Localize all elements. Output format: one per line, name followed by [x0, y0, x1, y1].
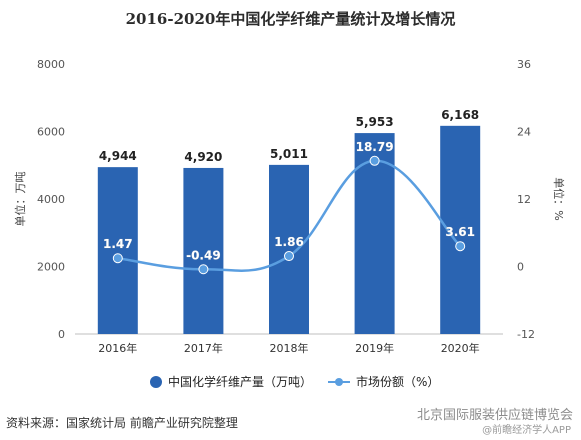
source-note: 资料来源：国家统计局 前瞻产业研究院整理: [6, 416, 238, 430]
x-tick-label: 2018年: [270, 341, 309, 355]
line-value-label: 18.79: [356, 140, 394, 154]
y-left-tick-label: 4000: [37, 193, 65, 206]
x-tick-label: 2017年: [184, 341, 223, 355]
legend: 中国化学纤维产量（万吨） 市场份额（%）: [150, 374, 439, 389]
bar: [269, 164, 309, 334]
legend-line-label: 市场份额（%）: [356, 374, 439, 389]
line-point: [455, 241, 466, 252]
line-point: [198, 264, 209, 275]
chart-title: 2016-2020年中国化学纤维产量统计及增长情况: [125, 10, 456, 28]
bar-value-label: 4,920: [184, 150, 222, 164]
bar: [183, 167, 224, 334]
line-series: [112, 155, 466, 275]
bar-value-label: 5,011: [270, 147, 308, 161]
axes: 0 2000 4000 6000 8000 -12 0 12 24 36 2016年 2017年 201…: [13, 58, 566, 355]
watermark-text: 北京国际服装供应链博览会: [416, 408, 573, 423]
line-point: [284, 251, 294, 262]
watermark-sub-text: @前瞻经济学人APP: [482, 425, 571, 436]
bar-value-label: 5,953: [356, 115, 394, 129]
y-right-axis-label: 单位：%: [552, 177, 566, 220]
y-left-tick-label: 6000: [37, 126, 65, 139]
y-right-tick-label: 24: [517, 126, 531, 139]
y-right-tick-label: 0: [517, 261, 524, 274]
line-value-label: 1.47: [103, 237, 133, 251]
bar: [97, 167, 138, 334]
line-point: [369, 155, 380, 166]
x-tick-label: 2020年: [441, 341, 480, 355]
x-tick-label: 2016年: [98, 341, 137, 355]
y-left-tick-label: 8000: [37, 58, 65, 71]
y-left-tick-label: 0: [58, 328, 65, 341]
line-path: [117, 159, 462, 272]
bar-value-label: 4,944: [99, 149, 137, 163]
legend-bar-label: 中国化学纤维产量（万吨）: [168, 374, 312, 389]
legend-line-marker: [335, 378, 343, 386]
y-left-axis-label: 单位：万吨: [13, 172, 27, 227]
line-value-label: 3.61: [445, 225, 475, 239]
bar-value-label: 6,168: [441, 108, 479, 122]
line-value-label: 1.86: [274, 235, 304, 249]
y-right-tick-label: -12: [517, 328, 535, 341]
line-value-label: -0.49: [186, 248, 221, 262]
y-right-tick-label: 12: [517, 193, 531, 206]
legend-bar-marker: [150, 376, 162, 388]
line-point: [112, 253, 123, 264]
data-labels: 4,944 4,920 5,011 5,953 6,168 1.47 -0.49 1.86 18…: [99, 108, 479, 263]
y-left-tick-label: 2000: [37, 261, 65, 274]
x-tick-label: 2019年: [355, 341, 394, 355]
y-right-tick-label: 36: [517, 58, 531, 71]
